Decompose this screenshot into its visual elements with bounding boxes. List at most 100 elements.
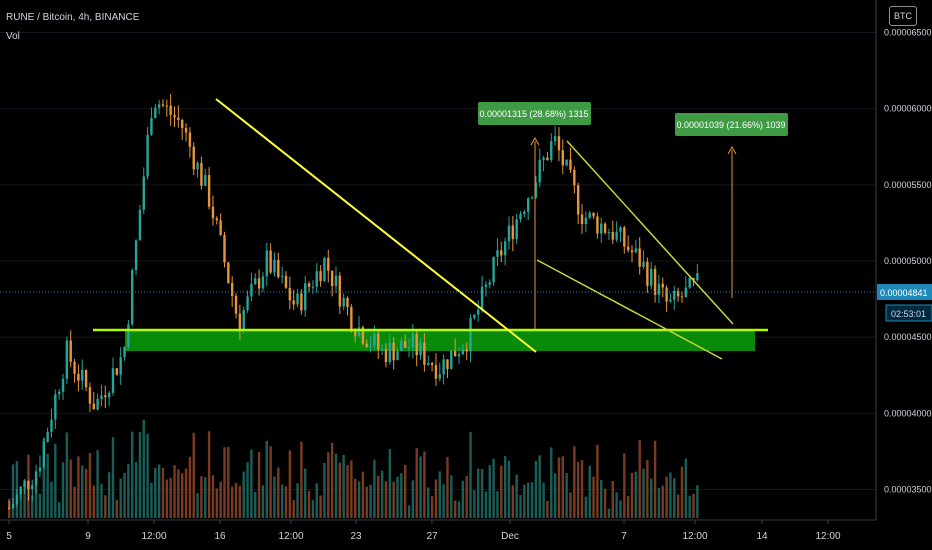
candle-body [573,169,576,186]
measure-label-2[interactable]: 0.00001039 (21.66%) 1039 [675,113,788,136]
volume-bar [311,500,315,518]
volume-bar [34,477,38,518]
candle-body [250,284,253,297]
candle-body [446,359,449,370]
volume-bar [569,492,572,518]
volume-bar [450,475,453,518]
candle-body [561,150,564,166]
volume-bars [8,419,699,518]
candle-body [650,268,653,286]
price-axis[interactable]: 0.00006500 0.00006000 0.00005500 0.00005000… [884,27,932,494]
candle-body [630,250,634,253]
volume-bar [107,472,111,518]
volume-bar [150,482,153,518]
countdown-text: 02:53:01 [891,309,926,319]
candle-body [453,350,457,357]
candle-body [157,104,161,108]
volume-bar [161,467,165,518]
volume-bar [519,495,522,518]
candle-body [50,419,53,432]
volume-bar [200,476,203,518]
candle-body [23,481,26,487]
time-tick-label: 27 [426,531,438,542]
candle-body [119,357,122,375]
volume-bar [230,486,234,518]
candle-body [634,248,638,253]
candle-body [46,431,49,442]
volume-bar [138,432,142,518]
candle-body [296,293,299,305]
candle-body [142,176,145,211]
candle-body [361,327,365,344]
volume-bar [634,471,638,518]
volume-bar [607,508,611,518]
volume-bar [642,468,645,518]
candle-body [146,134,149,177]
candle-body [284,275,288,288]
candle-body [161,104,165,106]
candle-body [342,297,345,307]
candle-body [77,373,80,381]
candle-body [111,368,115,393]
support-zone [125,331,755,351]
volume-bar [473,490,476,518]
candle-body [423,342,426,365]
candle-body [569,159,572,170]
volume-bar [415,448,418,518]
candle-body [615,231,618,240]
volume-bar [223,447,226,518]
candle-body [661,283,664,288]
countdown-tag: 02:53:01 [885,304,932,322]
candle-body [254,278,257,285]
volume-bar [211,475,215,518]
volume-bar [557,457,561,518]
candle-body [626,246,630,251]
time-tick-label: 12:00 [682,531,707,542]
currency-button[interactable]: BTC [889,6,917,26]
volume-bar [676,494,680,518]
measure-label-1[interactable]: 0.00001315 (28.68%) 1315 [478,102,591,125]
volume-bar [184,468,188,518]
candle-body [134,240,138,271]
candle-body [642,261,645,267]
candle-body [515,219,518,240]
volume-bar [680,466,684,518]
volume-bar [457,501,461,518]
candle-body [288,287,292,301]
wedge-lower-line[interactable] [536,259,723,360]
chart-grid [0,31,876,491]
volume-bar [576,461,580,518]
candle-body [154,107,157,119]
price-tick-label: 0.00004500 [884,332,932,342]
volume-bar [357,481,361,518]
candle-body [204,175,207,186]
price-tick-label: 0.00003500 [884,485,932,495]
volume-bar [177,469,180,518]
candle-body [607,232,611,234]
candle-body [88,387,92,404]
wedge-upper-line[interactable] [566,140,734,325]
volume-bar [296,483,299,518]
volume-bar [453,500,457,518]
volume-bar [588,465,591,518]
candle-body [584,217,588,225]
volume-bar [400,473,403,518]
candle-body [688,278,691,288]
time-axis[interactable]: 5 9 12:00 16 12:00 23 27 Dec 7 12:00 14 12:00 [6,520,841,542]
volume-bar [307,491,311,518]
volume-bar [365,486,368,518]
candle-body [196,162,199,170]
volume-bar [215,488,218,518]
volume-bar [527,482,530,518]
volume-bar [250,449,253,518]
volume-bar [111,437,115,518]
candle-body [523,211,526,215]
volume-bar [207,431,211,518]
price-tick-label: 0.00004000 [884,408,932,418]
descending-trendline[interactable] [215,98,537,353]
volume-indicator-label[interactable]: Vol [6,31,20,42]
candle-body [65,340,69,379]
volume-bar [334,453,338,518]
candle-body [234,295,238,314]
